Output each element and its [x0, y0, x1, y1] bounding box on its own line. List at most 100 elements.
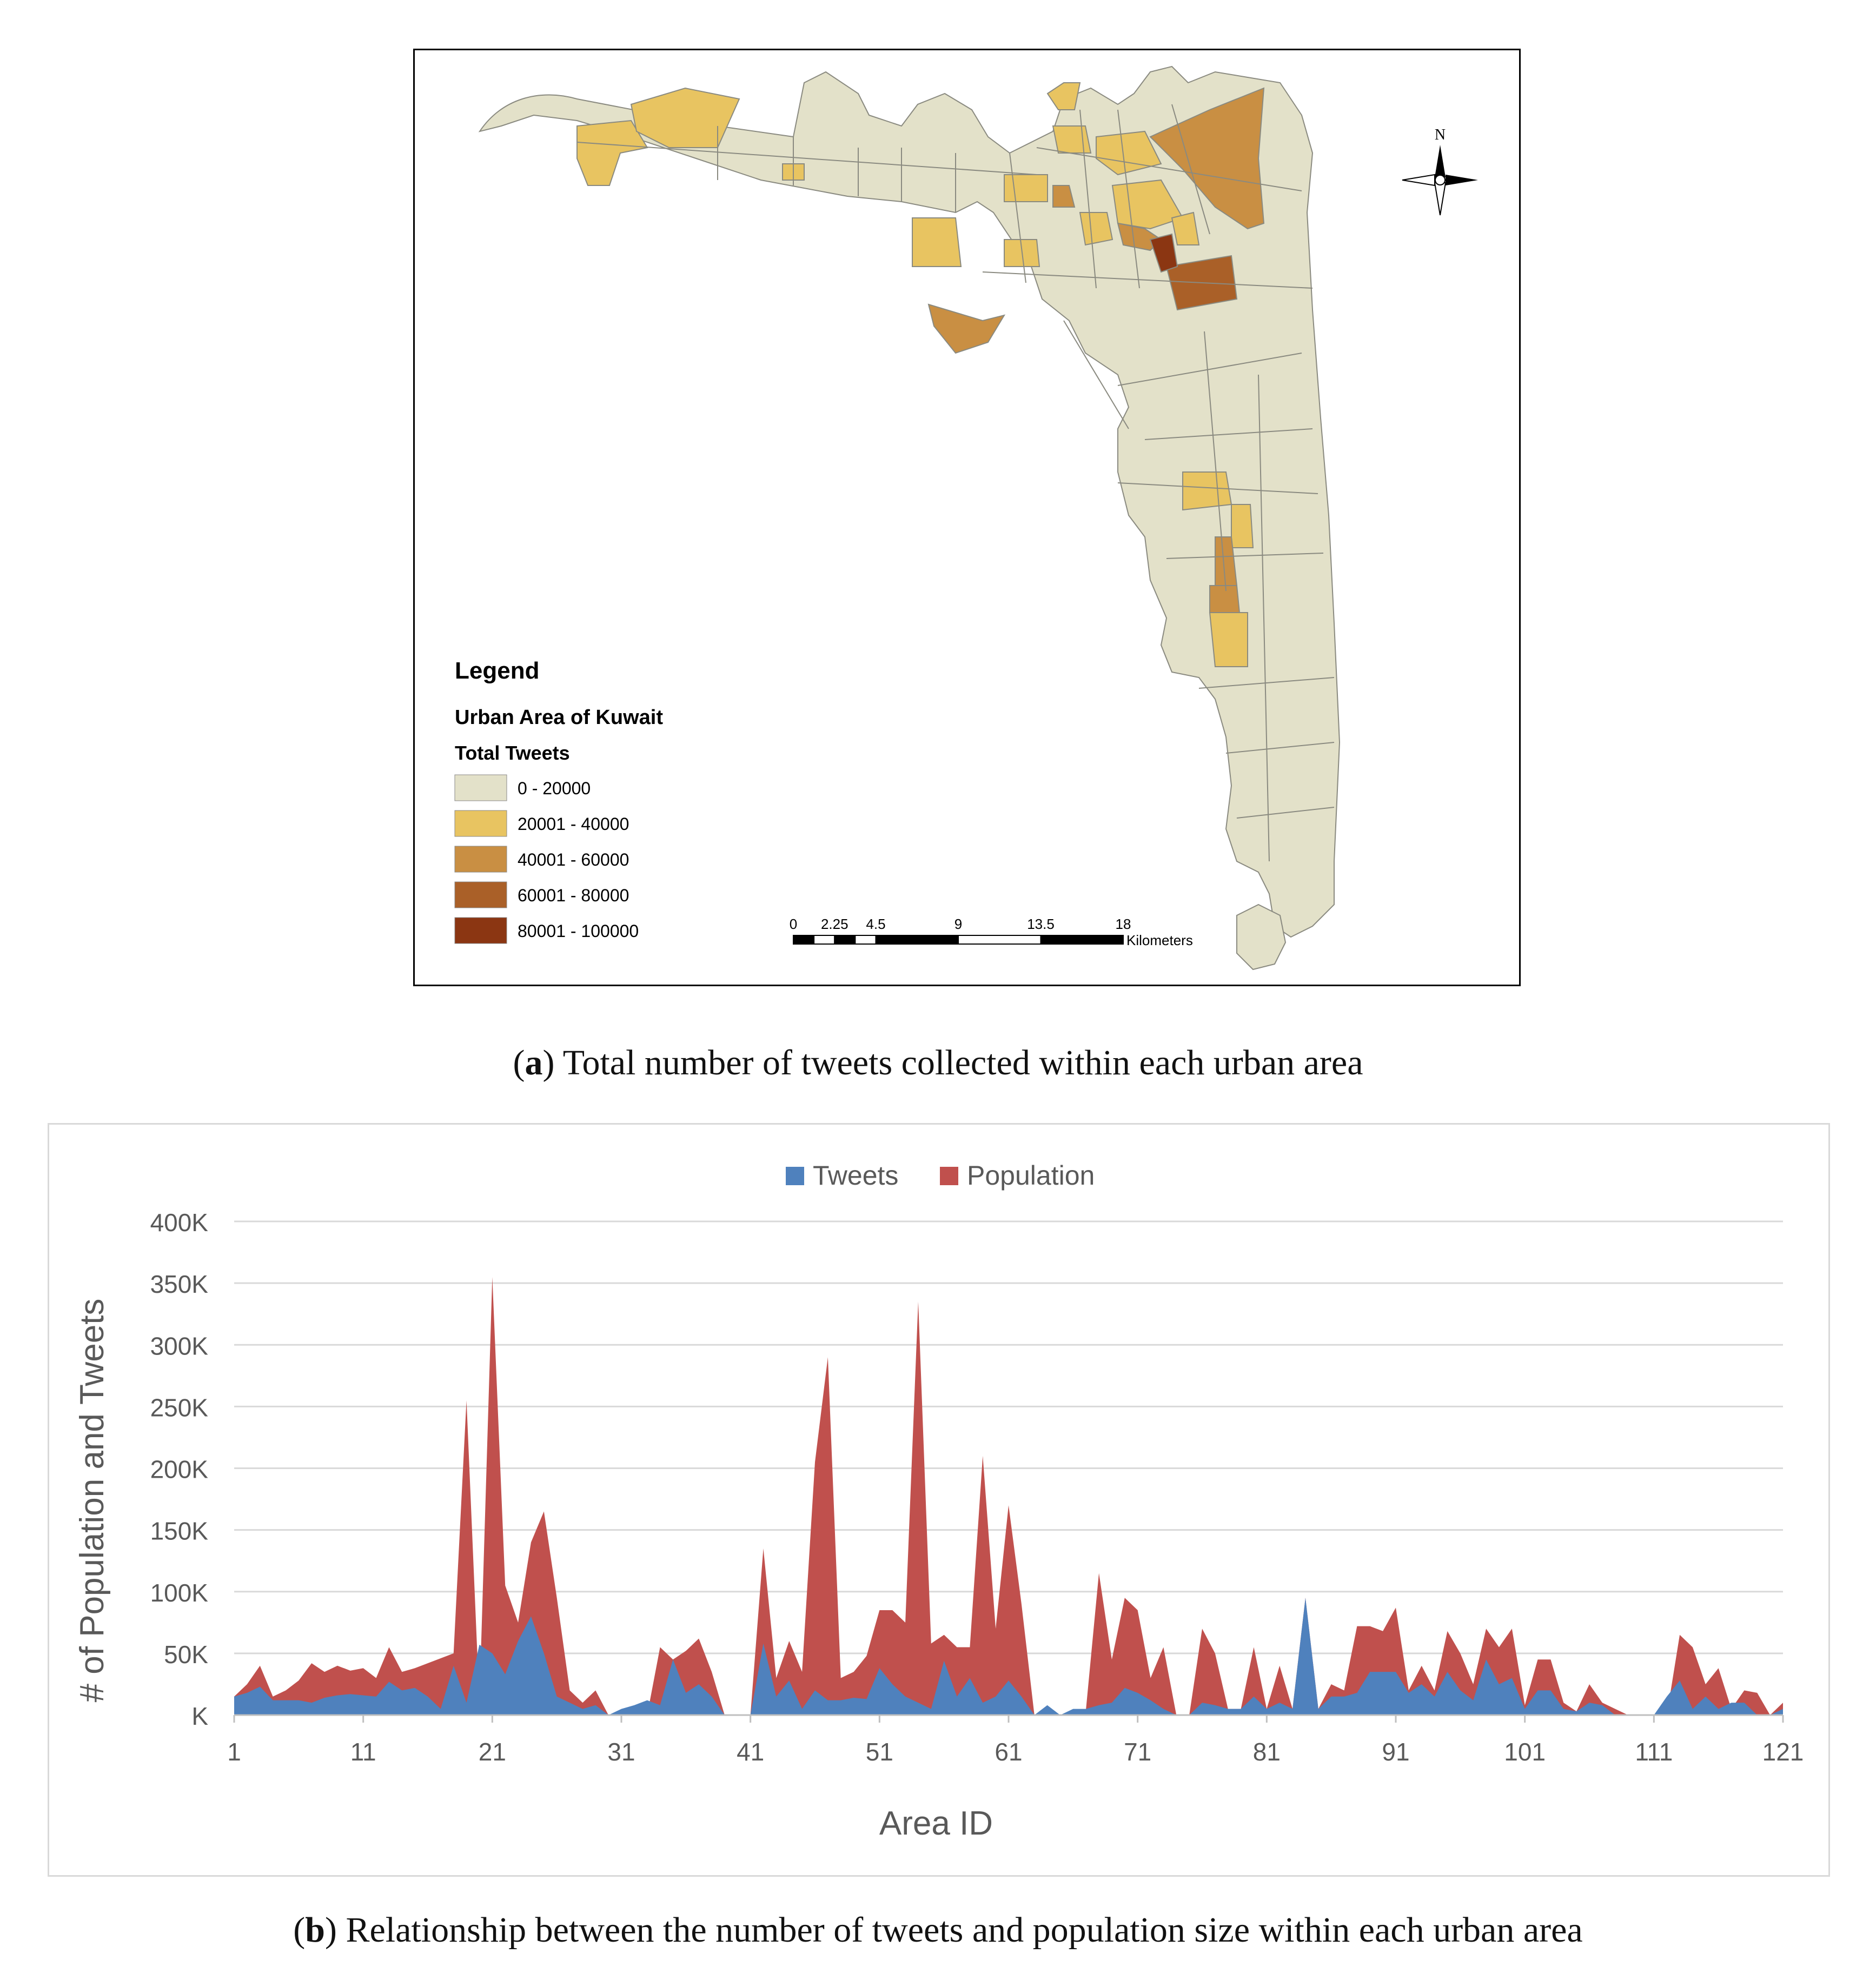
x-tick-label: 71 [1124, 1738, 1151, 1766]
road-line [1236, 807, 1335, 819]
caption-a-letter: a [525, 1043, 543, 1082]
y-axis-label: # of Population and Tweets [74, 1299, 111, 1703]
legend-field-name: Total Tweets [455, 742, 570, 764]
road-line [1258, 374, 1270, 862]
legend-swatch [454, 846, 507, 873]
road-line [1117, 109, 1140, 289]
urban-area-region [576, 119, 648, 186]
scale-bar-segment [834, 935, 856, 945]
urban-area-region [1046, 82, 1081, 110]
legend-class-label: 60001 - 80000 [518, 886, 629, 905]
y-tick-label: 300K [150, 1332, 209, 1360]
caption-a: (a) Total number of tweets collected wit… [0, 1042, 1876, 1084]
x-tick-label: 61 [995, 1738, 1022, 1766]
scale-bar-segment [793, 935, 815, 945]
x-axis-label: Area ID [879, 1805, 993, 1842]
road-line [1009, 152, 1026, 283]
scale-bar-tick-label: 13.5 [1027, 916, 1055, 932]
legend-title: Legend [455, 657, 539, 684]
kuwait-urban-map: N Legend Urban Area of Kuwait Total Twee… [454, 65, 1478, 971]
scale-bar-segment [875, 935, 959, 945]
north-label: N [1435, 127, 1446, 143]
road-line [1079, 109, 1097, 289]
x-tick-label: 91 [1382, 1738, 1409, 1766]
x-tick-label: 111 [1635, 1738, 1673, 1766]
urban-area-region [1079, 212, 1113, 246]
y-tick-label: 50K [164, 1640, 208, 1669]
road-line [1063, 320, 1129, 429]
road-line [1171, 104, 1210, 235]
legend-swatch [454, 774, 507, 801]
urban-area-region [927, 303, 1006, 354]
urban-area-region [912, 217, 962, 267]
legend-swatch-tweets [786, 1167, 804, 1185]
x-tick-label: 101 [1504, 1738, 1546, 1766]
x-tick-label: 31 [607, 1738, 635, 1766]
chart-legend: Tweets Population [786, 1160, 1095, 1191]
x-tick-label: 81 [1253, 1738, 1281, 1766]
legend-swatch [454, 810, 507, 837]
north-arrow-icon: N [1402, 127, 1478, 216]
y-tick-label: K [191, 1702, 208, 1730]
scale-bar-segment [1040, 935, 1124, 945]
caption-b-letter: b [305, 1910, 325, 1950]
x-tick-label: 121 [1762, 1738, 1804, 1766]
x-tick-label: 21 [479, 1738, 506, 1766]
y-tick-label: 400K [150, 1208, 209, 1237]
urban-area-region [1149, 233, 1178, 273]
scale-bar-tick-label: 9 [954, 916, 962, 932]
map-legend: Legend Urban Area of Kuwait Total Tweets… [454, 657, 663, 944]
legend-class-label: 0 - 20000 [518, 779, 591, 798]
legend-class-label: 20001 - 40000 [518, 814, 629, 834]
series-area-tweets [234, 1598, 1783, 1715]
road-line [1204, 331, 1227, 592]
urban-area-region [1236, 903, 1287, 971]
x-tick-label: 1 [227, 1738, 241, 1766]
y-tick-label: 200K [150, 1456, 209, 1484]
road-line [982, 271, 1313, 289]
urban-area-region [1004, 174, 1048, 202]
scale-bar-tick-label: 2.25 [821, 916, 848, 932]
x-tick-label: 11 [350, 1738, 376, 1766]
y-tick-label: 150K [150, 1517, 209, 1545]
x-tick-label: 41 [737, 1738, 764, 1766]
urban-area-region [1182, 471, 1232, 511]
road-line [576, 142, 1037, 175]
scale-bar-unit: Kilometers [1126, 932, 1193, 948]
urban-area-region [1149, 87, 1265, 230]
urban-area-regions [478, 65, 1341, 971]
road-line [1144, 428, 1313, 440]
legend-class-label: 80001 - 100000 [518, 921, 639, 941]
y-tick-label: 250K [150, 1393, 209, 1421]
legend-swatch-population [940, 1167, 958, 1185]
chart-panel: K 50K 100K 150K 200K 250K 300K 350K 400K 1 11 21 31… [48, 1123, 1830, 1877]
y-tick-labels: K 50K 100K 150K 200K 250K 300K 350K 400K [150, 1208, 209, 1730]
urban-area-region [1111, 179, 1184, 230]
x-tick-label: 51 [866, 1738, 893, 1766]
caption-b-open-paren: ( [293, 1910, 306, 1950]
urban-area-region [1096, 130, 1162, 176]
urban-area-region [1209, 612, 1248, 667]
legend-label-tweets: Tweets [813, 1160, 898, 1191]
road-line [1036, 147, 1302, 191]
scale-bar-tick-label: 4.5 [866, 916, 885, 932]
road-line [1198, 677, 1335, 689]
series-area-population [234, 1277, 1783, 1715]
road-line [1225, 742, 1335, 754]
legend-label-population: Population [967, 1160, 1095, 1191]
urban-area-region [1231, 504, 1254, 548]
caption-a-text: ) Total number of tweets collected withi… [542, 1043, 1363, 1082]
legend-swatch [454, 917, 507, 944]
caption-a-open-paren: ( [513, 1043, 525, 1082]
urban-area-region [478, 65, 1341, 938]
legend-layer-name: Urban Area of Kuwait [455, 706, 663, 729]
urban-area-region [1052, 125, 1092, 154]
series-areas [234, 1277, 1783, 1716]
legend-items: 0 - 20000 20001 - 40000 40001 - 60000 60001… [454, 774, 639, 944]
urban-area-region [1171, 211, 1200, 245]
scale-bar-segment [854, 935, 877, 945]
urban-area-region [1209, 585, 1241, 613]
legend-swatch [454, 881, 507, 908]
